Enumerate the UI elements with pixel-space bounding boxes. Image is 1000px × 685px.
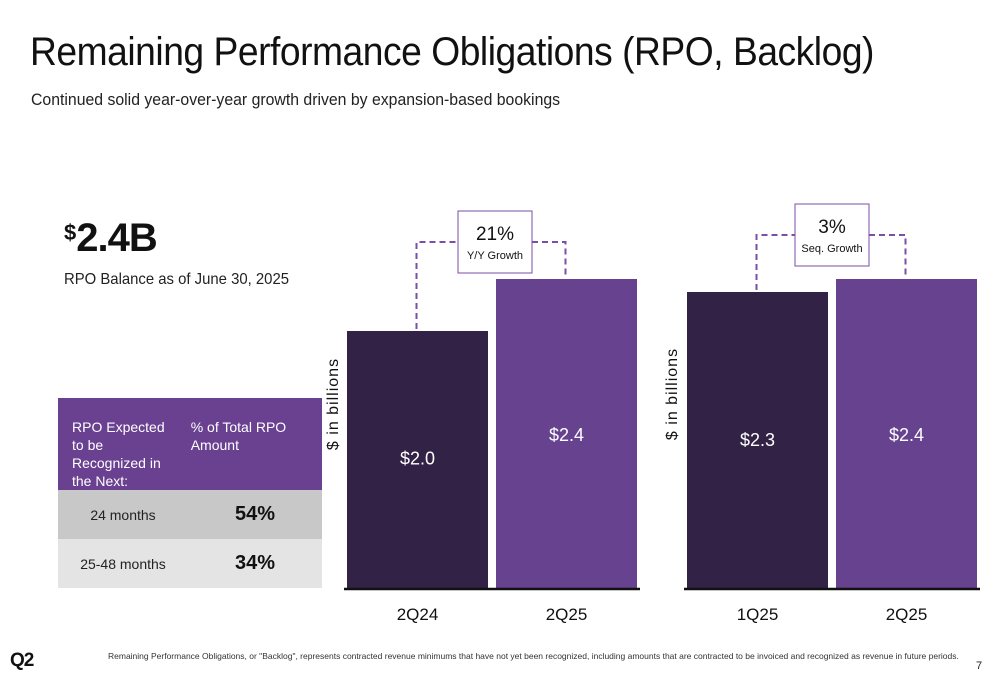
growth-annotation-box bbox=[457, 210, 533, 274]
bar-value-label: $2.0 bbox=[400, 449, 435, 469]
bar-value-label: $2.3 bbox=[740, 430, 775, 450]
page-number: 7 bbox=[976, 660, 983, 672]
growth-annotation-label: Y/Y Growth bbox=[467, 250, 523, 262]
bar-value-label: $2.4 bbox=[549, 425, 584, 445]
rpo-recognition-table: RPO Expected to be Recognized in the Nex… bbox=[58, 398, 322, 588]
row-pct: 34% bbox=[234, 552, 276, 574]
bar-2q24 bbox=[347, 331, 488, 588]
growth-bracket-right bbox=[869, 234, 907, 277]
row-pct: 54% bbox=[234, 503, 276, 525]
growth-annotation-value: 21% bbox=[476, 224, 514, 245]
table-header: RPO Expected to be Recognized in the Nex… bbox=[58, 398, 322, 490]
row-period: 24 months bbox=[90, 506, 156, 523]
page-title: Remaining Performance Obligations (RPO, … bbox=[30, 30, 874, 74]
header-period: RPO Expected to be Recognized in the Nex… bbox=[72, 419, 165, 489]
growth-bracket-right bbox=[532, 241, 567, 277]
row-period: 25-48 months bbox=[80, 555, 166, 572]
bar-2q25 bbox=[836, 279, 977, 588]
growth-annotation-label: Seq. Growth bbox=[801, 243, 862, 255]
x-tick-label: 2Q25 bbox=[886, 605, 928, 624]
x-tick-label: 2Q24 bbox=[397, 605, 439, 624]
rpo-balance-amount: 2.4B bbox=[76, 216, 157, 260]
rpo-balance-value: $2.4B bbox=[64, 216, 158, 261]
footnote: Remaining Performance Obligations, or "B… bbox=[108, 651, 959, 661]
bar-1q25 bbox=[687, 292, 828, 588]
table-row: 24 months 54% bbox=[58, 490, 322, 539]
growth-bracket-left bbox=[755, 234, 795, 290]
bar-2q25 bbox=[496, 279, 637, 588]
y-axis-label: $ in billions bbox=[325, 358, 342, 450]
x-tick-label: 2Q25 bbox=[546, 605, 588, 624]
growth-annotation-value: 3% bbox=[818, 217, 846, 238]
bar-value-label: $2.4 bbox=[889, 425, 924, 445]
q2-logo: Q2 bbox=[10, 650, 34, 671]
rpo-balance-label: RPO Balance as of June 30, 2025 bbox=[64, 271, 290, 288]
header-pct: % of Total RPO Amount bbox=[190, 419, 287, 453]
table-row: 25-48 months 34% bbox=[58, 539, 322, 588]
page-subtitle: Continued solid year-over-year growth dr… bbox=[31, 90, 561, 109]
growth-bracket-left bbox=[415, 241, 458, 329]
currency-symbol: $ bbox=[64, 220, 77, 245]
growth-annotation-box bbox=[794, 203, 870, 267]
y-axis-label: $ in billions bbox=[664, 348, 681, 440]
x-tick-label: 1Q25 bbox=[737, 605, 779, 624]
